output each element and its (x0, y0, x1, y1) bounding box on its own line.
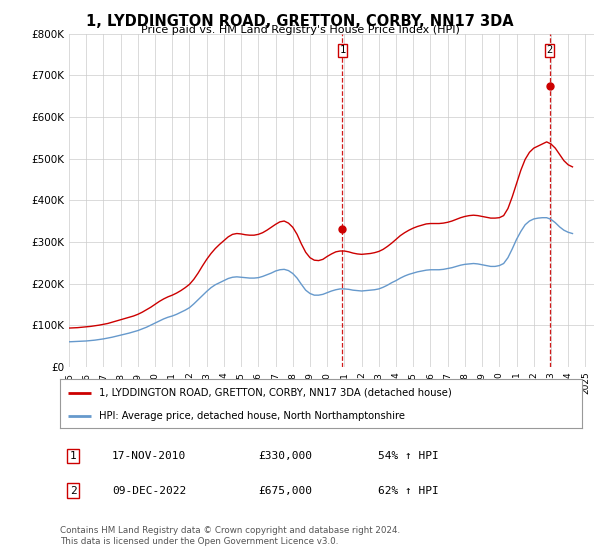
Text: 17-NOV-2010: 17-NOV-2010 (112, 451, 187, 461)
Text: Contains HM Land Registry data © Crown copyright and database right 2024.
This d: Contains HM Land Registry data © Crown c… (60, 526, 400, 546)
Text: 62% ↑ HPI: 62% ↑ HPI (379, 486, 439, 496)
Text: 54% ↑ HPI: 54% ↑ HPI (379, 451, 439, 461)
Text: 09-DEC-2022: 09-DEC-2022 (112, 486, 187, 496)
Text: 1, LYDDINGTON ROAD, GRETTON, CORBY, NN17 3DA: 1, LYDDINGTON ROAD, GRETTON, CORBY, NN17… (86, 14, 514, 29)
Text: 2: 2 (70, 486, 76, 496)
Text: £675,000: £675,000 (259, 486, 313, 496)
Text: HPI: Average price, detached house, North Northamptonshire: HPI: Average price, detached house, Nort… (99, 411, 405, 421)
Text: 1: 1 (339, 45, 346, 55)
Text: Price paid vs. HM Land Registry's House Price Index (HPI): Price paid vs. HM Land Registry's House … (140, 25, 460, 35)
Text: 1, LYDDINGTON ROAD, GRETTON, CORBY, NN17 3DA (detached house): 1, LYDDINGTON ROAD, GRETTON, CORBY, NN17… (99, 388, 452, 398)
Text: £330,000: £330,000 (259, 451, 313, 461)
Text: 1: 1 (70, 451, 76, 461)
Text: 2: 2 (547, 45, 553, 55)
